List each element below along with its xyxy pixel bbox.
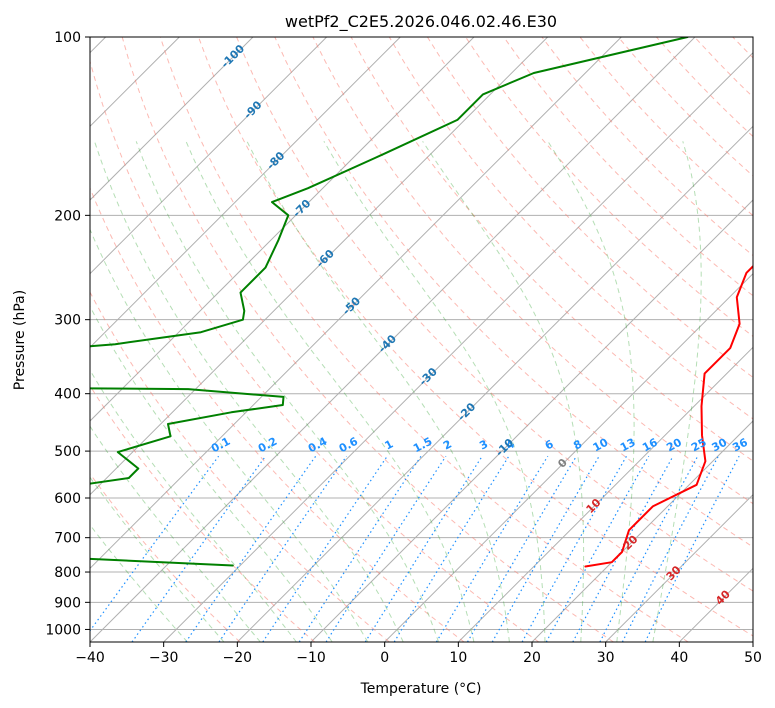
isotherm-line [90,37,328,275]
y-tick-label: 400 [54,387,81,403]
y-tick-label: 1000 [45,622,81,638]
x-tick-label: −40 [75,650,105,666]
dry-adiabat [465,37,753,338]
axes: −40 −30 −20 −10 0 10 20 30 40 50 100 200 300 400 500 60… [45,30,762,666]
mixing-ratio-line [435,455,549,642]
dry-adiabat [503,37,753,297]
mixing-ratio-line [599,455,699,642]
dry-adiabat [121,37,614,642]
mixing-ratio-line [90,455,220,632]
isotherm-line [384,272,753,642]
mixing-ratio-line [185,455,317,642]
isotherm-line [90,37,622,570]
y-tick-label: 300 [54,313,81,329]
y-tick-label: 100 [54,30,81,46]
mixing-ratio-label: 30 [710,436,730,455]
x-tick-label: 30 [597,650,615,666]
x-tick-label: −30 [149,650,179,666]
y-tick-label: 200 [54,208,81,224]
series-layer [90,37,753,568]
mixing-ratio-label: 16 [640,436,660,455]
mixing-ratio-line [262,455,388,642]
dry-adiabat [198,37,753,637]
dry-adiabat [90,186,465,642]
isotherm-line [531,420,753,642]
moist-adiabat [90,228,369,642]
dry-adiabat [90,59,540,642]
profile-line-2 [90,37,689,567]
chart-title: wetPf2_C2E5.2026.046.02.46.E30 [285,12,557,32]
mixing-ratio-line [131,455,267,642]
dry-adiabat [350,37,753,462]
isotherm-line [236,125,753,642]
moist-adiabat [652,141,702,642]
plot-frame [89,36,754,643]
isotherm-line [90,37,696,642]
x-tick-label: 10 [449,650,467,666]
mixing-ratio-line [364,455,483,642]
dry-adiabat [236,37,753,592]
dry-adiabat [90,291,390,642]
x-tick-label: 20 [523,650,541,666]
isotherm-line [90,37,254,201]
isotherm-line [605,493,753,642]
y-tick-label: 600 [54,491,81,507]
mixing-ratio-line [298,455,422,642]
moist-adiabat [90,305,333,642]
moist-adiabat [547,141,635,642]
x-tick-label: −20 [223,650,253,666]
isotherm-line [90,37,401,349]
profile-line-1 [584,264,753,568]
x-tick-label: 50 [744,650,762,666]
mixing-ratio-label: 13 [618,436,638,455]
mixing-ratio-line [466,455,577,642]
mixing-ratio-line [218,455,347,642]
background-lines [90,37,753,642]
isotherm-line [90,37,549,496]
y-tick-label: 500 [54,444,81,460]
dry-adiabat [90,472,241,642]
dry-adiabat [274,37,753,548]
y-tick-label: 800 [54,565,81,581]
x-axis-title: Temperature (°C) [360,681,482,697]
x-tick-label: 40 [670,650,688,666]
dry-adiabat [90,384,316,642]
mixing-ratio-label: 10 [591,436,611,455]
moist-adiabat [185,141,475,642]
x-tick-label: −10 [296,650,326,666]
isotherm-line [163,51,753,642]
y-axis-title: Pressure (hPa) [12,290,28,390]
isotherm-line [90,37,475,422]
mixing-ratio-line [572,455,674,642]
moist-adiabat [422,141,585,642]
moist-adiabat [94,141,404,642]
dry-adiabat [312,37,753,505]
moist-adiabat [246,141,510,642]
y-tick-label: 700 [54,531,81,547]
isotherm-line [310,199,753,642]
mixing-ratio-line [325,455,447,642]
mixing-ratio-line [621,455,719,642]
dry-adiabat [159,37,689,642]
mixing-ratio-label: 25 [689,436,709,455]
y-tick-label: 900 [54,595,81,611]
mixing-ratio-label: 20 [664,436,684,455]
isotherm-line [457,346,753,642]
moist-adiabat [135,141,440,642]
x-tick-label: 0 [380,650,389,666]
mixing-ratio-label: 36 [730,436,750,455]
dry-adiabat [388,37,753,420]
